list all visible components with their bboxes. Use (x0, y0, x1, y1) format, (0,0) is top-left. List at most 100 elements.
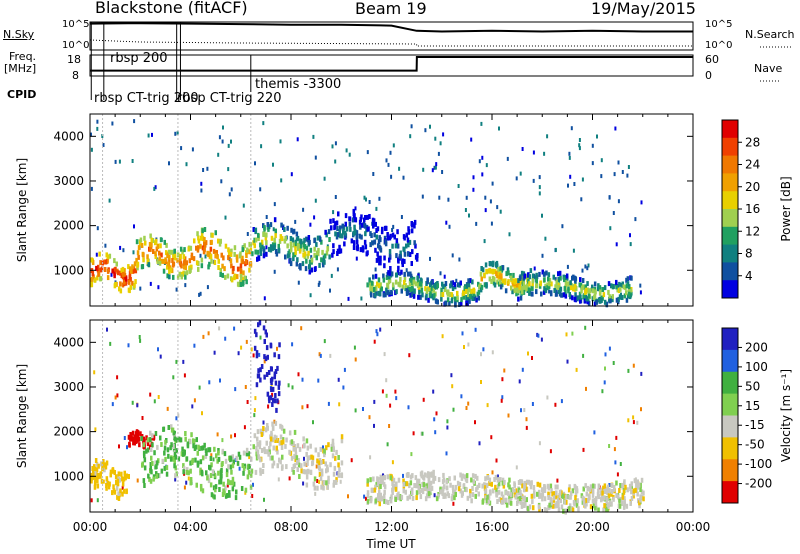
power-echo-3 (305, 236, 308, 242)
power-echo-4 (359, 247, 363, 253)
power-speckle (629, 233, 631, 238)
power-echo-7 (523, 273, 527, 279)
velocity-echo-3 (305, 482, 309, 488)
power-echo-7 (597, 297, 601, 303)
power-echo-5 (405, 291, 409, 296)
power-echo-7 (625, 297, 629, 303)
power-echo-2 (208, 261, 211, 267)
power-echo-4 (414, 243, 417, 249)
velocity-echo-0 (127, 474, 130, 479)
power-echo-6 (480, 266, 483, 271)
velocity-echo-5 (432, 474, 435, 480)
power-echo-5 (466, 283, 469, 288)
velocity-echo-3 (290, 455, 294, 461)
power-echo-4 (393, 234, 396, 240)
power-speckle (297, 280, 300, 285)
velocity-speckle (353, 345, 356, 350)
velocity-echo-5 (379, 492, 382, 498)
velocity-echo-5 (409, 480, 413, 486)
power-echo-0 (96, 275, 99, 281)
power-echo-4 (413, 240, 416, 246)
power-speckle (410, 124, 413, 129)
power-echo-7 (520, 286, 524, 291)
velocity-speckle (536, 332, 539, 337)
velocity-echo-1 (138, 442, 141, 448)
power-speckle (612, 211, 615, 215)
velocity-echo-5 (468, 493, 472, 499)
velocity-echo-5 (402, 488, 405, 494)
power-echo-7 (543, 286, 546, 292)
power-echo-5 (468, 298, 471, 304)
power-echo-3 (252, 227, 255, 232)
velocity-echo-3 (320, 468, 324, 474)
velocity-echo-3 (256, 441, 259, 447)
power-echo-1 (189, 267, 192, 273)
velocity-speckle (338, 402, 341, 407)
velocity-speckle (537, 333, 540, 338)
velocity-speckle (216, 432, 219, 437)
power-echo-5 (388, 274, 391, 280)
nave-label: Nave (754, 62, 783, 75)
power-speckle (334, 141, 337, 146)
nsky-box (89, 21, 694, 51)
power-echo-3 (267, 226, 270, 232)
power-echo-1 (182, 254, 186, 260)
power-echo-4 (341, 233, 344, 239)
velocity-speckle (136, 403, 139, 408)
velocity-speckle (465, 406, 468, 410)
velocity-speckle (627, 368, 630, 373)
power-echo-5 (412, 293, 416, 299)
velocity-echo-5 (639, 482, 642, 488)
power-echo-7 (592, 295, 596, 301)
velocity-echo-5 (488, 477, 492, 483)
velocity-speckle (376, 332, 379, 337)
power-speckle (199, 291, 202, 296)
velocity-echo-4 (257, 368, 260, 374)
velocity-echo-3 (300, 463, 303, 469)
velocity-echo-4 (277, 391, 281, 397)
power-colorbar-label: Power [dB] (779, 176, 793, 241)
velocity-echo-5 (559, 498, 562, 504)
velocity-echo-4 (277, 384, 281, 390)
power-echo-4 (358, 233, 361, 239)
power-colorbar-swatch (722, 209, 738, 228)
velocity-echo-3 (337, 455, 340, 460)
velocity-speckle (461, 331, 464, 336)
power-echo-5 (408, 281, 412, 287)
velocity-speckle (323, 339, 326, 344)
power-echo-7 (571, 295, 574, 301)
power-echo-5 (446, 289, 449, 295)
velocity-echo-2 (224, 485, 227, 491)
velocity-echo-5 (510, 487, 513, 493)
velocity-echo-0 (107, 484, 111, 490)
power-echo-7 (587, 296, 590, 302)
power-echo-2 (222, 255, 225, 261)
power-echo-5 (451, 280, 455, 286)
velocity-echo-1 (135, 433, 138, 439)
power-echo-7 (625, 277, 628, 283)
power-echo-4 (343, 241, 346, 247)
velocity-echo-5 (519, 499, 523, 505)
velocity-speckle (342, 385, 345, 390)
power-echo-4 (359, 216, 362, 222)
power-speckle (363, 195, 366, 200)
power-speckle (221, 139, 224, 144)
power-echo-7 (563, 286, 567, 292)
velocity-echo-2 (182, 469, 185, 475)
velocity-echo-3 (296, 460, 299, 466)
velocity-echo-5 (505, 497, 508, 503)
velocity-echo-5 (470, 477, 473, 483)
velocity-speckle (157, 347, 159, 352)
power-echo-7 (518, 275, 522, 281)
power-echo-0 (99, 267, 103, 273)
velocity-echo-5 (620, 496, 623, 502)
velocity-echo-5 (459, 488, 462, 494)
power-echo-5 (458, 302, 461, 307)
velocity-speckle (527, 351, 529, 356)
nsearch-label: N.Search (745, 28, 795, 41)
velocity-echo-3 (309, 443, 312, 449)
power-echo-3 (320, 239, 323, 245)
velocity-speckle (319, 353, 322, 358)
velocity-echo-5 (605, 507, 608, 513)
power-speckle (202, 168, 205, 172)
